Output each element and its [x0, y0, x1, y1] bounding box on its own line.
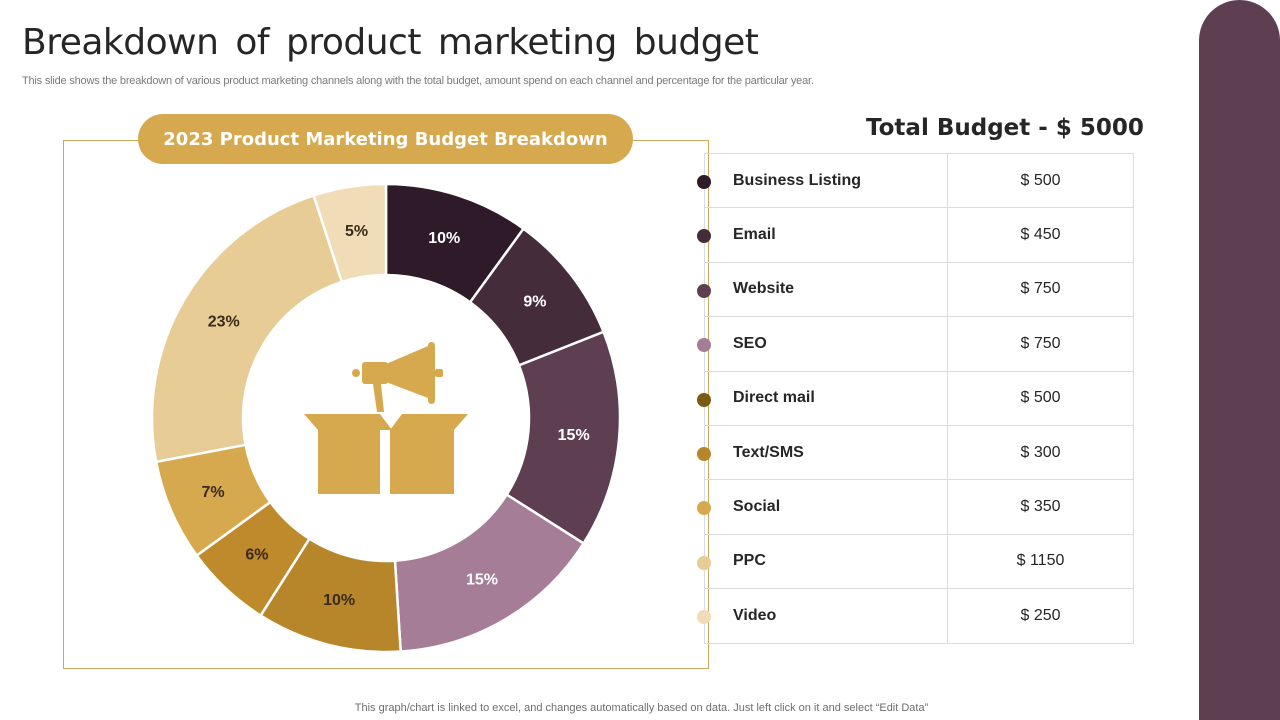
channel-amount: $ 450	[947, 207, 1134, 263]
channel-amount: $ 750	[947, 316, 1134, 372]
legend-dot	[697, 283, 711, 298]
donut-slice-ppc[interactable]	[150, 193, 344, 464]
slice-data-label: 7%	[201, 484, 224, 501]
channel-name: Website	[704, 261, 948, 318]
slice-data-label: 15%	[466, 571, 498, 588]
channel-amount: $ 350	[947, 479, 1134, 535]
table-row: Website $ 750	[704, 261, 1134, 318]
legend-dot	[697, 392, 711, 407]
slice-data-label: 6%	[245, 547, 268, 564]
table-row: Business Listing $ 500	[704, 152, 1134, 209]
footer-note: This graph/chart is linked to excel, and…	[354, 702, 929, 714]
budget-table: Business Listing $ 500 Email $ 450 Website $ …	[704, 152, 1134, 644]
channel-amount: $ 300	[947, 424, 1134, 481]
slice-data-label: 5%	[345, 223, 368, 240]
channel-name: Text/SMS	[704, 424, 948, 481]
chart-title: 2023 Product Marketing Budget Breakdown	[138, 114, 633, 164]
channel-name: Business Listing	[704, 152, 948, 209]
slice-data-label: 15%	[558, 427, 590, 444]
slice-data-label: 10%	[323, 592, 355, 609]
channel-amount: $ 250	[947, 588, 1134, 644]
channel-amount: $ 750	[947, 261, 1134, 318]
channel-name: Email	[704, 207, 948, 263]
table-row: Video $ 250	[704, 588, 1134, 644]
decorative-side-bar	[1199, 0, 1280, 720]
channel-amount: $ 1150	[947, 533, 1134, 590]
megaphone-box-icon	[304, 342, 468, 494]
table-row: SEO $ 750	[704, 316, 1134, 372]
channel-amount: $ 500	[947, 370, 1134, 426]
table-row: PPC $ 1150	[704, 533, 1134, 590]
table-row: Text/SMS $ 300	[704, 424, 1134, 481]
channel-name: Direct mail	[704, 370, 948, 426]
channel-name: Video	[704, 588, 948, 644]
table-row: Direct mail $ 500	[704, 370, 1134, 426]
legend-dot	[697, 447, 711, 461]
page-title: Breakdown of product marketing budget	[22, 22, 759, 63]
table-row: Email $ 450	[704, 207, 1134, 263]
donut-slice-video[interactable]	[312, 182, 388, 284]
table-row: Social $ 350	[704, 479, 1134, 535]
slice-data-label: 9%	[523, 294, 546, 311]
channel-name: SEO	[704, 316, 948, 372]
slice-data-label: 10%	[428, 230, 460, 247]
channel-amount: $ 500	[947, 152, 1134, 209]
channel-name: PPC	[704, 533, 948, 590]
total-budget: Total Budget - $ 5000	[866, 115, 1144, 141]
page-subtitle: This slide shows the breakdown of variou…	[22, 75, 814, 87]
legend-dot	[697, 175, 711, 189]
legend-dot	[697, 338, 711, 353]
channel-name: Social	[704, 479, 948, 535]
legend-dot	[697, 501, 711, 516]
slice-data-label: 23%	[208, 313, 240, 330]
legend-dot	[697, 610, 711, 625]
legend-dot	[697, 229, 711, 244]
legend-dot	[697, 555, 711, 570]
